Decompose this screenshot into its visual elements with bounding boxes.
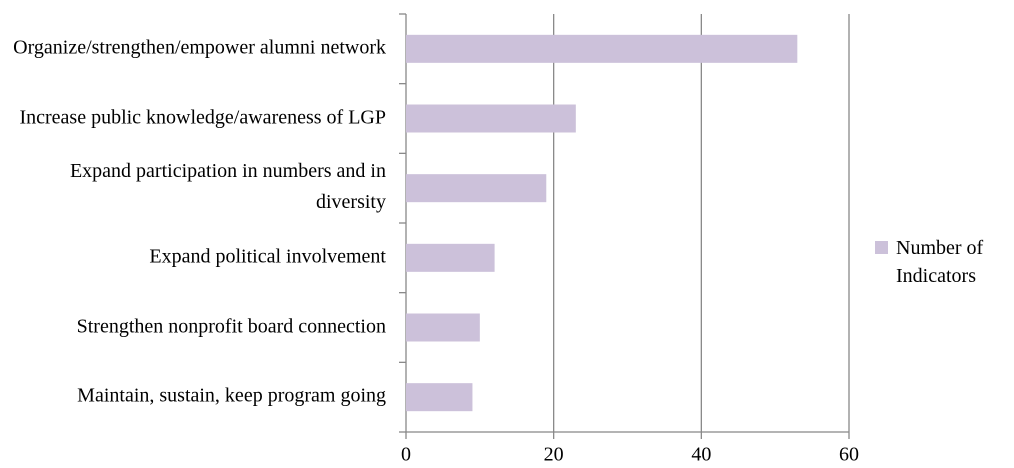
y-tick-label: Increase public knowledge/awareness of L… [19, 106, 386, 128]
bar [406, 174, 547, 203]
bar [406, 243, 495, 272]
bar [406, 383, 473, 412]
y-tick-label: Organize/strengthen/empower alumni netwo… [13, 36, 386, 59]
y-tick-label: Expand political involvement [149, 245, 386, 268]
x-tick-label: 20 [544, 444, 564, 466]
legend-label: Number of Indicators [896, 237, 984, 287]
y-tick-label: Maintain, sustain, keep program going [77, 384, 386, 407]
bar [406, 34, 798, 63]
x-tick-label: 40 [691, 444, 711, 466]
y-tick-label: Strengthen nonprofit board connection [76, 315, 386, 337]
legend-swatch [875, 241, 888, 254]
x-tick-label: 0 [401, 444, 411, 466]
y-tick-label: Expand participation in numbers and in d… [69, 160, 386, 214]
x-tick-label: 60 [839, 444, 859, 466]
bar [406, 104, 576, 133]
bar [406, 313, 480, 342]
